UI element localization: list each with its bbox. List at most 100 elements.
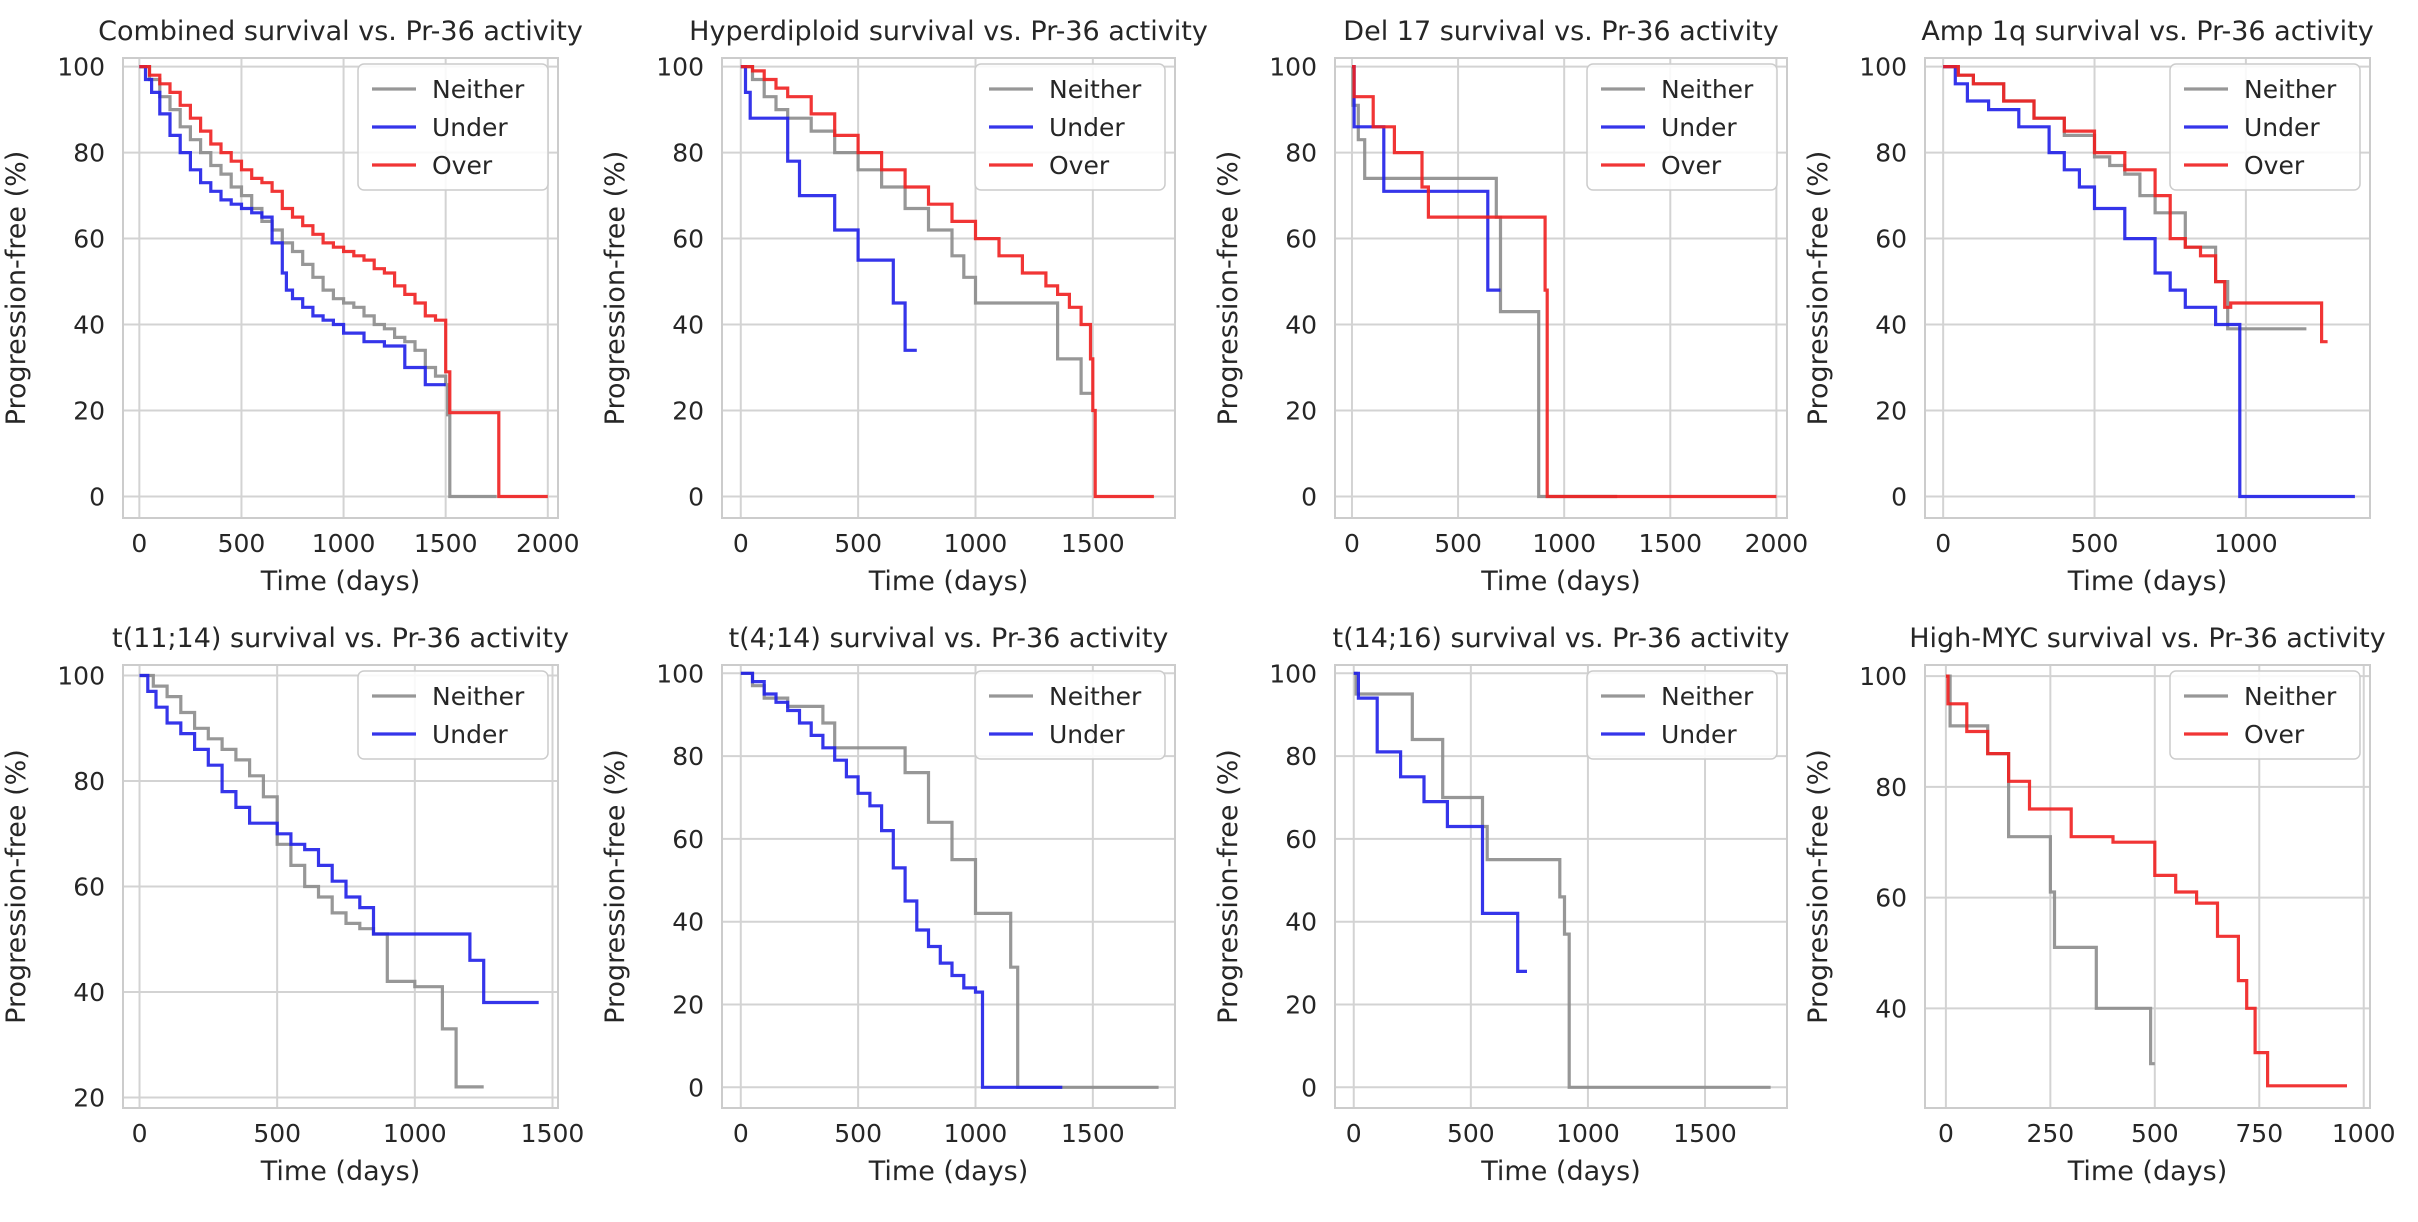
x-tick-label: 1000 [2214, 529, 2278, 558]
y-tick-label: 20 [73, 1083, 105, 1112]
x-tick-label: 0 [132, 1119, 148, 1148]
series-line-under [1943, 65, 2355, 499]
y-axis-label: Progression-free (%) [1, 151, 32, 426]
x-tick-label: 0 [131, 529, 147, 558]
legend-label-over: Over [2244, 151, 2305, 180]
legend-box [1586, 670, 1778, 760]
chart-panel-4: 0 500 1000 0 20 40 60 80 100 Amp 1q survival vs. … [1803, 16, 2374, 597]
legend-label-neither: Neither [432, 682, 525, 711]
legend-label-under: Under [1661, 720, 1737, 749]
x-tick-label: 0 [1935, 529, 1951, 558]
y-axis-label: Progression-free (%) [600, 151, 631, 426]
x-tick-label: 0 [733, 529, 749, 558]
y-tick-label: 20 [672, 397, 704, 426]
chart-title: Hyperdiploid survival vs. Pr-36 activity [689, 16, 1208, 47]
legend: Neither Under [1586, 670, 1778, 760]
series-line-neither [1353, 671, 1771, 1089]
y-tick-label: 60 [1285, 225, 1317, 254]
legend-label-under: Under [432, 720, 508, 749]
chart-panel-7: 0 500 1000 1500 0 20 40 60 80 100 t(14;16) surviva… [1213, 623, 1790, 1187]
series-line-under [139, 673, 539, 1005]
series-line-over [740, 65, 1154, 499]
legend-box [357, 670, 549, 760]
series-line-neither [139, 673, 484, 1089]
legend-label-under: Under [1049, 113, 1125, 142]
y-tick-label: 40 [672, 311, 704, 340]
y-tick-label: 80 [1285, 139, 1317, 168]
y-tick-label: 20 [1285, 990, 1317, 1019]
x-tick-label: 1000 [1556, 1119, 1620, 1148]
series-line-neither [1945, 674, 2155, 1066]
x-tick-label: 750 [2235, 1119, 2283, 1148]
series-line-over [139, 65, 548, 499]
axes-frame [122, 664, 559, 1109]
y-tick-label: 0 [688, 483, 704, 512]
y-tick-label: 80 [73, 139, 105, 168]
y-tick-label: 100 [1269, 659, 1317, 688]
x-tick-label: 500 [2131, 1119, 2179, 1148]
axes-frame [721, 57, 1176, 519]
y-tick-label: 100 [1859, 662, 1907, 691]
y-tick-label: 20 [1285, 397, 1317, 426]
x-axis-label: Time (days) [1480, 566, 1640, 597]
y-axis-label: Progression-free (%) [1803, 749, 1834, 1024]
x-tick-label: 1000 [1532, 529, 1596, 558]
y-tick-label: 40 [1875, 311, 1907, 340]
x-tick-label: 1000 [944, 1119, 1008, 1148]
legend-box [974, 670, 1166, 760]
y-tick-label: 100 [57, 662, 105, 691]
legend-label-neither: Neither [1049, 75, 1142, 104]
legend-label-neither: Neither [1661, 75, 1754, 104]
y-axis-label: Progression-free (%) [1803, 151, 1834, 426]
legend-box [1586, 63, 1778, 191]
x-axis-label: Time (days) [868, 566, 1028, 597]
x-tick-label: 0 [733, 1119, 749, 1148]
y-tick-label: 20 [672, 990, 704, 1019]
y-tick-label: 20 [1875, 397, 1907, 426]
axes-frame [122, 57, 559, 519]
x-tick-label: 1500 [1061, 529, 1125, 558]
y-tick-label: 80 [1875, 139, 1907, 168]
y-tick-label: 0 [688, 1073, 704, 1102]
x-axis-label: Time (days) [868, 1156, 1028, 1187]
legend: Neither Under Over [2169, 63, 2361, 191]
y-tick-label: 60 [1875, 884, 1907, 913]
y-tick-label: 0 [1891, 483, 1907, 512]
x-tick-label: 500 [1434, 529, 1482, 558]
legend-label-over: Over [2244, 720, 2305, 749]
chart-panel-2: 0 500 1000 1500 0 20 40 60 80 100 Hyperdiploid sur… [600, 16, 1208, 597]
legend-label-neither: Neither [2244, 682, 2337, 711]
chart-title: Amp 1q survival vs. Pr-36 activity [1921, 16, 2373, 47]
legend-label-neither: Neither [2244, 75, 2337, 104]
chart-title: t(4;14) survival vs. Pr-36 activity [729, 623, 1169, 654]
series-line-neither [1351, 65, 1618, 499]
y-tick-label: 60 [672, 225, 704, 254]
y-tick-label: 80 [1875, 773, 1907, 802]
series-line-under [740, 65, 917, 352]
series-line-under [740, 671, 1063, 1089]
x-tick-label: 1000 [312, 529, 376, 558]
series-line-over [1943, 65, 2328, 344]
chart-panel-3: 0 500 1000 1500 2000 0 20 40 60 80 100 Del 17 survi… [1213, 16, 1808, 597]
legend-label-neither: Neither [432, 75, 525, 104]
y-tick-label: 40 [73, 978, 105, 1007]
x-tick-label: 500 [834, 1119, 882, 1148]
y-tick-label: 40 [1285, 908, 1317, 937]
y-tick-label: 60 [1875, 225, 1907, 254]
x-tick-label: 1500 [1061, 1119, 1125, 1148]
legend-label-neither: Neither [1049, 682, 1142, 711]
axes-frame [1334, 57, 1788, 519]
series-line-over [1945, 674, 2347, 1088]
y-tick-label: 60 [73, 873, 105, 902]
legend-label-under: Under [432, 113, 508, 142]
legend-label-under: Under [2244, 113, 2320, 142]
chart-title: t(11;14) survival vs. Pr-36 activity [112, 623, 569, 654]
y-tick-label: 0 [89, 483, 105, 512]
y-tick-label: 60 [73, 225, 105, 254]
x-tick-label: 1000 [2332, 1119, 2396, 1148]
legend-box [2169, 670, 2361, 760]
legend-label-over: Over [432, 151, 493, 180]
x-tick-label: 1500 [1638, 529, 1702, 558]
